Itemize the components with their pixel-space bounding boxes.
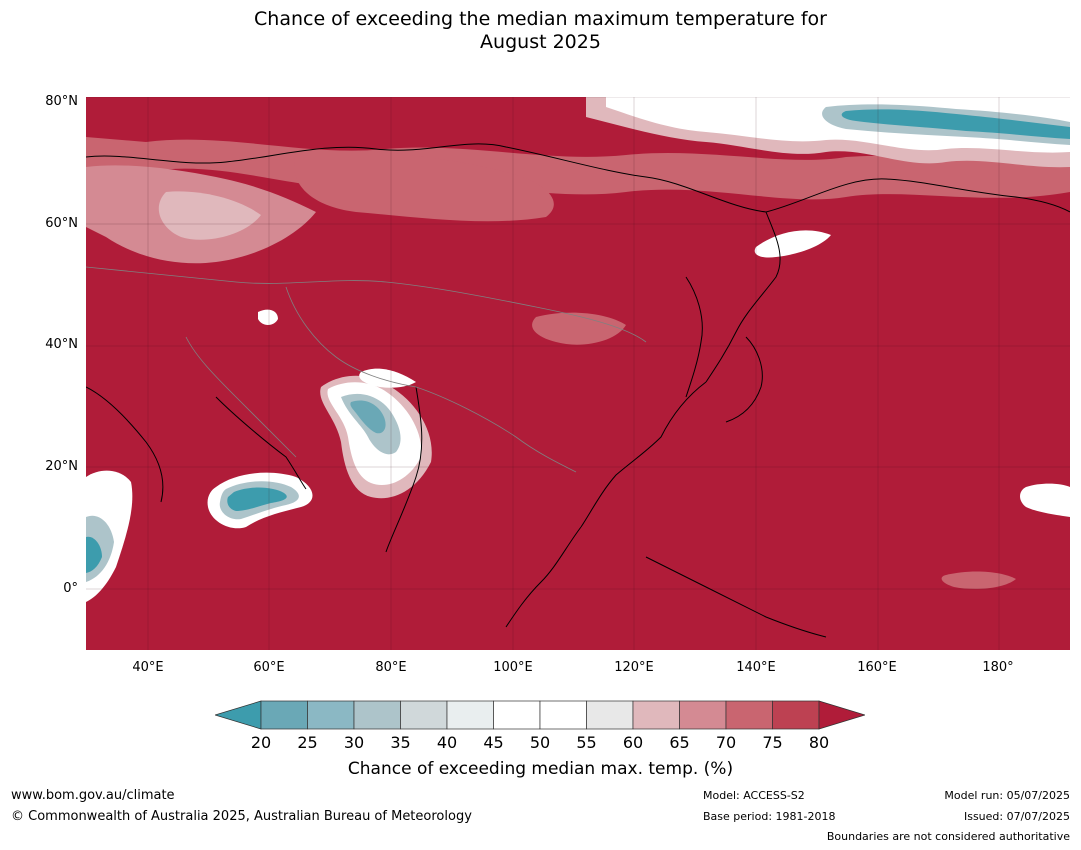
forecast-map xyxy=(86,97,1070,650)
colorbar-tick-label: 40 xyxy=(436,733,458,752)
copyright-text: © Commonwealth of Australia 2025, Austra… xyxy=(11,809,472,824)
india-teal xyxy=(350,400,386,434)
w-russia-pale xyxy=(158,191,261,240)
colorbar-svg xyxy=(213,700,867,730)
colorbar-segment xyxy=(353,700,401,730)
arabian-teal xyxy=(227,487,287,511)
pakistan-white xyxy=(359,368,416,388)
colorbar-segment xyxy=(632,700,680,730)
colorbar-tick-label: 25 xyxy=(297,733,318,752)
colorbar-tick-label: 70 xyxy=(715,733,737,752)
colorbar-segment xyxy=(725,700,773,730)
colorbar-tick-label: 60 xyxy=(622,733,644,752)
x-tick-80e: 80°E xyxy=(375,660,407,675)
pacific-pink xyxy=(941,571,1016,589)
issued-date: Issued: 07/07/2025 xyxy=(963,810,1070,823)
okhotsk-white xyxy=(754,230,831,258)
colorbar-segment xyxy=(446,700,494,730)
x-tick-40e: 40°E xyxy=(132,660,164,675)
x-tick-140e: 140°E xyxy=(736,660,776,675)
colorbar-segment xyxy=(539,700,587,730)
map-canvas xyxy=(86,97,1070,650)
colorbar-tick-label: 45 xyxy=(483,733,504,752)
colorbar-segment xyxy=(586,700,634,730)
y-tick-20n: 20°N xyxy=(45,459,78,474)
colorbar-segment xyxy=(400,700,448,730)
arctic-teal xyxy=(841,109,1070,139)
coastlines xyxy=(86,143,1070,638)
colorbar-high-extend xyxy=(818,700,867,730)
colorbar-low-extend xyxy=(213,700,262,730)
boundary-disclaimer: Boundaries are not considered authoritat… xyxy=(826,830,1070,843)
colorbar-tick-label: 30 xyxy=(343,733,365,752)
colorbar-tick-label: 20 xyxy=(250,733,272,752)
colorbar-segment xyxy=(772,700,820,730)
base-period: Base period: 1981-2018 xyxy=(703,810,836,823)
y-tick-80n: 80°N xyxy=(45,94,78,109)
x-tick-180: 180° xyxy=(982,660,1014,675)
colorbar-tick-label: 75 xyxy=(762,733,783,752)
y-tick-60n: 60°N xyxy=(45,216,78,231)
africa-teal xyxy=(86,536,102,573)
colorbar-tick-label: 55 xyxy=(576,733,597,752)
title-line-2: August 2025 xyxy=(480,31,601,53)
x-tick-160e: 160°E xyxy=(857,660,897,675)
siberia-band xyxy=(294,150,554,222)
y-tick-0: 0° xyxy=(63,581,78,596)
borders xyxy=(86,266,647,473)
colorbar-segment xyxy=(307,700,355,730)
colorbar-label: Chance of exceeding median max. temp. (%… xyxy=(347,759,734,779)
colorbar xyxy=(213,700,867,730)
aral-white xyxy=(258,309,278,325)
colorbar-tick-label: 50 xyxy=(529,733,551,752)
colorbar-tick-label: 35 xyxy=(390,733,411,752)
model-name: Model: ACCESS-S2 xyxy=(703,789,805,802)
colorbar-segment xyxy=(260,700,308,730)
colorbar-segment xyxy=(493,700,541,730)
x-tick-60e: 60°E xyxy=(253,660,285,675)
colorbar-tick-label: 80 xyxy=(808,733,830,752)
graticule xyxy=(86,97,1070,650)
colorbar-tick-label: 65 xyxy=(669,733,690,752)
model-run-date: Model run: 05/07/2025 xyxy=(944,789,1070,802)
map-title: Chance of exceeding the median maximum t… xyxy=(0,8,1081,54)
website-link[interactable]: www.bom.gov.au/climate xyxy=(11,788,175,803)
pacific-white xyxy=(1020,483,1070,517)
title-line-1: Chance of exceeding the median maximum t… xyxy=(254,8,827,30)
x-tick-120e: 120°E xyxy=(614,660,654,675)
y-tick-40n: 40°N xyxy=(45,337,78,352)
central-asia-pink xyxy=(532,312,626,345)
colorbar-segment xyxy=(679,700,727,730)
x-tick-100e: 100°E xyxy=(493,660,533,675)
